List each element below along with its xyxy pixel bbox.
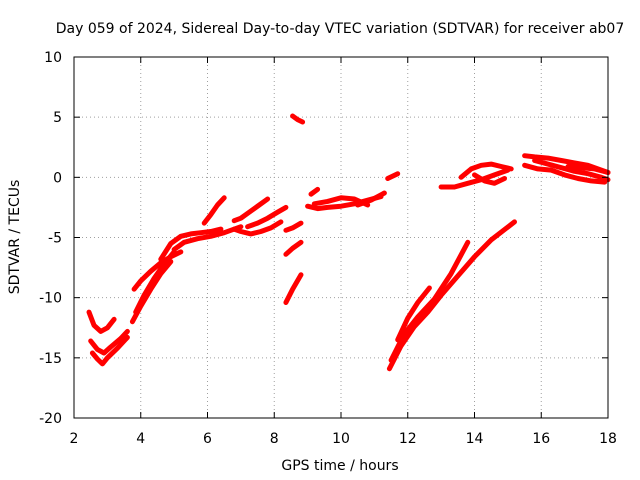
data-trace-30	[532, 158, 611, 183]
x-tick-label: 6	[203, 431, 212, 447]
y-tick-label: -20	[39, 411, 62, 427]
data-trace-20	[355, 190, 387, 208]
x-tick-label: 18	[599, 431, 617, 447]
data-trace-17	[308, 186, 321, 197]
y-tick-label: 0	[53, 170, 62, 186]
y-tick-label: 5	[53, 110, 62, 126]
y-tick-label: -5	[48, 231, 62, 247]
y-axis-label: SDTVAR / TECUs	[7, 180, 23, 295]
data-trace-21	[385, 171, 401, 181]
data-trace-13	[283, 220, 304, 233]
data-trace-25	[438, 167, 511, 190]
x-tick-label: 4	[136, 431, 145, 447]
y-tick-label: -15	[39, 351, 62, 367]
x-tick-label: 2	[70, 431, 79, 447]
data-trace-8	[171, 224, 244, 252]
x-tick-label: 14	[466, 431, 484, 447]
x-tick-labels: 2 4 6 8 10 12 14 16 18	[70, 431, 617, 447]
data-trace-27	[472, 172, 507, 186]
data-trace-29	[522, 162, 608, 185]
data-trace-7	[158, 226, 224, 262]
data-traces	[86, 113, 611, 372]
data-trace-15	[283, 272, 304, 305]
data-trace-22	[386, 219, 517, 372]
x-tick-label: 10	[332, 431, 350, 447]
y-tick-label: 10	[44, 50, 62, 66]
y-tick-label: -10	[39, 291, 62, 307]
ticks	[73, 56, 609, 419]
data-trace-14	[283, 239, 304, 257]
data-trace-11	[231, 196, 271, 224]
y-tick-labels: -20 -15 -10 -5 0 5 10	[39, 50, 62, 427]
data-trace-24	[395, 285, 432, 343]
data-trace-6	[131, 249, 184, 292]
data-trace-19	[311, 195, 371, 208]
data-trace-3	[89, 334, 130, 367]
x-tick-label: 12	[399, 431, 417, 447]
data-trace-12	[245, 204, 289, 230]
data-trace-9	[201, 195, 227, 226]
x-tick-label: 16	[532, 431, 550, 447]
data-trace-31	[565, 164, 611, 175]
x-axis-label: GPS time / hours	[281, 458, 398, 474]
data-trace-2	[88, 328, 130, 356]
chart-title: Day 059 of 2024, Sidereal Day-to-day VTE…	[56, 21, 625, 37]
grid	[74, 57, 608, 418]
data-trace-26	[458, 161, 514, 180]
data-trace-16	[290, 113, 306, 125]
data-trace-10	[231, 219, 284, 237]
data-trace-1	[86, 309, 117, 334]
data-trace-23	[388, 239, 471, 363]
x-tick-label: 8	[270, 431, 279, 447]
